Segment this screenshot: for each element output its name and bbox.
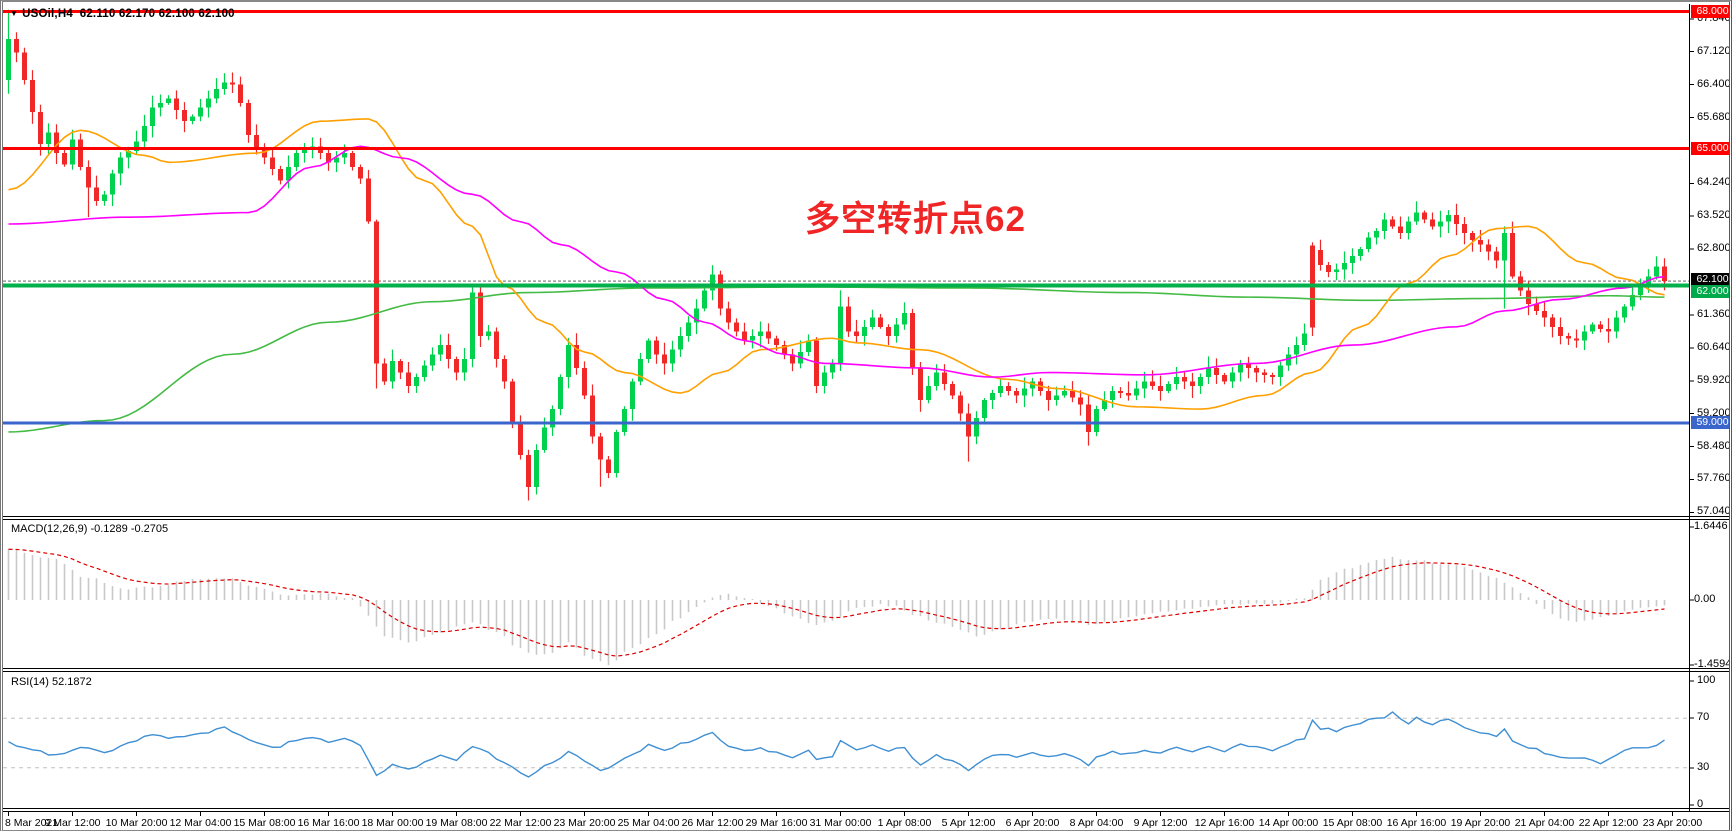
symbol-info[interactable]: ▼ USOil,H4 62.110 62.170 62.100 62.100 (10, 8, 235, 20)
time-tick-label: 22 Apr 12:00 (1578, 817, 1639, 829)
moving-averages (8, 118, 1665, 433)
price-tick-label: 58.480 (1697, 439, 1731, 452)
price-badge: 59.000 (1691, 415, 1729, 429)
price-tick-label: 66.400 (1697, 77, 1731, 90)
time-tick-label: 25 Mar 04:00 (617, 817, 680, 829)
time-tick-label: 21 Apr 04:00 (1514, 817, 1575, 829)
price-tick-label: 57.040 (1697, 505, 1731, 518)
time-tick-label: 10 Mar 20:00 (105, 817, 168, 829)
time-tick-label: 26 Mar 12:00 (681, 817, 744, 829)
ohlc-readout: 62.110 62.170 62.100 62.100 (79, 8, 235, 20)
time-tick-label: 12 Apr 16:00 (1194, 817, 1255, 829)
candles (6, 9, 1667, 501)
time-tick-label: 16 Apr 16:00 (1386, 817, 1447, 829)
time-tick-label: 9 Mar 12:00 (44, 817, 101, 829)
price-badge: 68.000 (1691, 4, 1729, 18)
rsi-line (8, 711, 1665, 778)
price-tick-label: 59.200 (1697, 406, 1731, 419)
price-badge: 65.000 (1691, 141, 1729, 155)
time-tick-label: 14 Apr 00:00 (1258, 817, 1319, 829)
price-tick-label: 59.920 (1697, 373, 1731, 386)
ma-magenta (8, 145, 1665, 378)
symbol-period-label: USOil,H4 (22, 8, 73, 20)
price-tick-label: 60.640 (1697, 340, 1731, 353)
rsi-tick-label: 70 (1697, 711, 1710, 724)
time-tick-label: 31 Mar 00:00 (809, 817, 872, 829)
ma-slow-green (8, 286, 1665, 433)
annotation-text: 多空转折点62 (805, 200, 1026, 239)
price-tick-label: 61.360 (1697, 307, 1731, 320)
time-tick-label: 5 Apr 12:00 (941, 817, 996, 829)
time-tick-label: 23 Mar 20:00 (553, 817, 616, 829)
macd-signal-line (8, 548, 1665, 657)
time-tick-label: 1 Apr 08:00 (877, 817, 932, 829)
macd-panel-graphics (7, 548, 1666, 666)
axis-ticks (8, 18, 1694, 816)
time-tick-label: 15 Apr 08:00 (1322, 817, 1383, 829)
time-tick-label: 8 Mar 2021 (5, 817, 59, 829)
rsi-tick-label: 0 (1697, 798, 1704, 810)
time-tick-label: 22 Mar 12:00 (489, 817, 552, 829)
price-tick-label: 64.240 (1697, 176, 1731, 189)
time-tick-label: 18 Mar 00:00 (361, 817, 424, 829)
rsi-indicator-label: RSI(14) 52.1872 (11, 676, 92, 688)
time-tick-label: 19 Mar 08:00 (425, 817, 488, 829)
macd-tick-label: 1.6446 (1694, 519, 1728, 532)
time-tick-label: 23 Apr 20:00 (1642, 817, 1703, 829)
macd-tick-label: 0.00 (1694, 593, 1716, 605)
price-tick-label: 57.760 (1697, 472, 1731, 485)
time-tick-label: 19 Apr 20:00 (1450, 817, 1511, 829)
price-badge: 62.100 (1691, 273, 1729, 287)
horizontal-level-lines (3, 10, 1689, 425)
dropdown-arrow-icon[interactable]: ▼ (10, 9, 19, 18)
rsi-panel-graphics (3, 711, 1689, 778)
time-tick-label: 9 Apr 12:00 (1133, 817, 1188, 829)
macd-indicator-label: MACD(12,26,9) -0.1289 -0.2705 (11, 523, 169, 535)
price-tick-label: 63.520 (1697, 209, 1731, 222)
time-tick-label: 8 Apr 04:00 (1069, 817, 1124, 829)
time-tick-label: 15 Mar 08:00 (233, 817, 296, 829)
rsi-tick-label: 30 (1697, 760, 1710, 773)
rsi-tick-label: 100 (1697, 674, 1716, 686)
price-badge: 62.000 (1691, 284, 1729, 298)
chart-canvas[interactable] (3, 2, 1732, 831)
price-tick-label: 65.680 (1697, 110, 1731, 123)
time-tick-label: 12 Mar 04:00 (169, 817, 232, 829)
panel-borders (3, 4, 1729, 812)
ma-mid-orange (8, 118, 1665, 410)
time-tick-label: 29 Mar 16:00 (745, 817, 808, 829)
time-tick-label: 16 Mar 16:00 (297, 817, 360, 829)
time-tick-label: 6 Apr 20:00 (1005, 817, 1060, 829)
price-tick-label: 67.120 (1697, 44, 1731, 57)
macd-tick-label: -1.4594 (1694, 657, 1732, 670)
price-tick-label: 62.800 (1697, 242, 1731, 255)
